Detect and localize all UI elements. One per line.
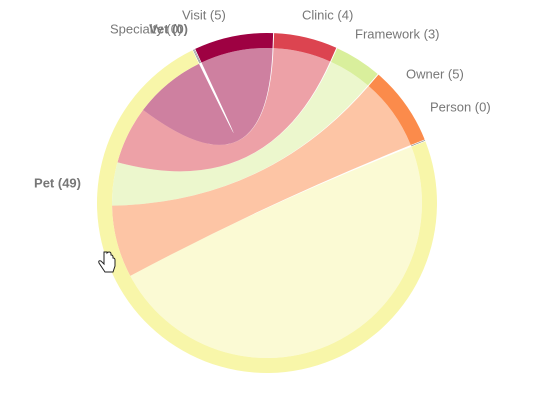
- group-arc: [195, 33, 274, 63]
- group-label: Specialty (0): [110, 21, 182, 36]
- group-arc: [368, 74, 425, 146]
- chord-ribbon: [111, 61, 368, 206]
- group-arc: [194, 49, 201, 64]
- chord-ribbon: [112, 85, 411, 276]
- group-arc: [193, 49, 201, 64]
- group-arc: [331, 48, 378, 86]
- group-label: Clinic (4): [302, 7, 353, 22]
- ribbons: [111, 47, 422, 358]
- group-label: Owner (5): [406, 66, 464, 81]
- cursor-icon: [98, 251, 116, 273]
- chord-ribbon: [117, 48, 331, 172]
- group-label: Person (0): [430, 99, 491, 114]
- chord-ribbon: [143, 47, 273, 145]
- chord-ribbon: [130, 146, 422, 358]
- group-arc: [273, 33, 337, 62]
- group-label: Pet (49): [34, 175, 81, 190]
- arcs: [96, 33, 437, 373]
- group-label: Vet (0): [149, 21, 188, 36]
- group-label: Visit (5): [182, 7, 226, 22]
- group-label: Framework (3): [355, 26, 440, 41]
